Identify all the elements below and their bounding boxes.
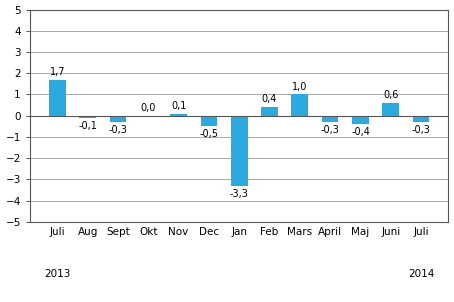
Text: -0,3: -0,3 — [412, 125, 430, 135]
Bar — [291, 95, 308, 116]
Bar — [382, 103, 399, 116]
Text: 0,6: 0,6 — [383, 90, 399, 100]
Text: -0,3: -0,3 — [109, 125, 128, 135]
Bar — [170, 114, 187, 116]
Text: 2013: 2013 — [44, 269, 70, 279]
Bar — [231, 116, 247, 186]
Bar — [322, 116, 339, 122]
Bar — [79, 116, 96, 118]
Bar — [109, 116, 126, 122]
Text: -0,3: -0,3 — [321, 125, 340, 135]
Text: -0,1: -0,1 — [78, 120, 97, 130]
Text: -0,5: -0,5 — [199, 129, 218, 139]
Text: 2014: 2014 — [408, 269, 434, 279]
Text: 0,1: 0,1 — [171, 101, 186, 111]
Bar — [49, 80, 66, 116]
Text: 1,7: 1,7 — [49, 67, 65, 77]
Bar — [201, 116, 217, 126]
Text: 0,0: 0,0 — [141, 103, 156, 113]
Text: -3,3: -3,3 — [230, 188, 249, 199]
Text: 0,4: 0,4 — [262, 95, 277, 104]
Text: 1,0: 1,0 — [292, 82, 307, 92]
Bar — [413, 116, 429, 122]
Text: -0,4: -0,4 — [351, 127, 370, 137]
Bar — [352, 116, 369, 124]
Bar — [261, 107, 278, 116]
